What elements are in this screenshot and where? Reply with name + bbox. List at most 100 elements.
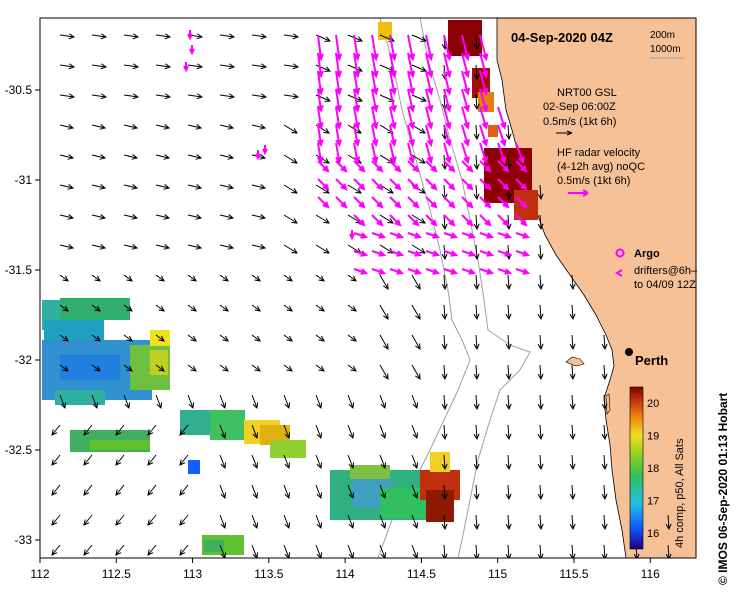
gsl-vector-arrow [537,184,544,201]
gsl-vector-arrow [505,484,512,501]
hf-vector-arrow [515,178,528,191]
gsl-vector-arrow [251,124,267,130]
gsl-vector-arrow [601,334,608,351]
hf-vector-arrow [461,34,471,62]
gsl-vector-arrow [505,544,512,558]
drifter-track-arrow [189,45,195,56]
gsl-vector-arrow [411,124,426,134]
hf-vector-arrow [479,34,489,62]
gsl-vector-arrow [91,304,101,312]
gsl-vector-arrow [251,334,261,342]
x-tick-label: 114.5 [407,567,436,581]
colorbar-ticks: 16 17 18 19 20 [647,398,659,540]
hf-vector-arrow [407,106,416,130]
gsl-vector-arrow [665,514,672,531]
gsl-vector-arrow [91,334,101,342]
gsl-vector-arrow [115,424,125,436]
gsl-vector-arrow [283,364,293,372]
gsl-vector-arrow [147,514,157,526]
gsl-vector-arrow [251,184,267,190]
gsl-vector-arrow [315,484,323,500]
gsl-vector-arrow [441,304,448,321]
hf-vector-arrow [407,250,423,257]
gsl-vector-arrow [219,394,227,410]
gsl-vector-arrow [251,484,259,500]
x-tick-label: 116 [641,567,660,581]
colorbar-caption: 4h comp, p50, All Sats [674,438,686,548]
hf-vector-arrow [461,250,477,257]
hf-vector-arrow [425,142,434,165]
gsl-vector-arrow [379,514,387,530]
gsl-vector-arrow [411,394,419,410]
gsl-vector-arrow [155,93,172,100]
gsl-vector-arrow [441,394,448,411]
hf-vector-arrow [515,160,528,173]
gsl-vector-arrow [315,184,330,194]
gsl-vector-arrow [123,33,140,40]
perth-marker-icon [625,348,633,356]
hf-vector-arrow [515,268,531,275]
y-tick-label: -31 [15,173,33,187]
gsl-vector-arrow [347,544,355,558]
gsl-vector-arrow [411,154,426,164]
gsl-vector-arrow [251,93,268,100]
gsl-vector-arrow [283,484,291,500]
gsl-vector-arrow [219,364,229,372]
gsl-vector-arrow [251,304,261,312]
gsl-vector-arrow [441,334,448,351]
x-tick-label: 114 [336,567,355,581]
gsl-vector-arrow [147,484,157,496]
hf-vector-arrow [371,268,387,275]
gsl-vector-arrow [411,94,428,102]
hf-vector-arrow [515,196,528,209]
hf-vector-arrow [461,124,470,147]
gsl-vector-arrow [441,544,448,558]
hf-vector-arrow [407,52,416,79]
hf-vector-arrow [407,268,423,275]
hf-vector-arrow [479,214,492,227]
gsl-vector-arrow [601,514,608,531]
gsl-vector-arrow [251,214,267,220]
hf-vector-arrow [461,232,477,239]
gsl-vector-arrow [155,334,165,342]
gsl-vector-arrow [569,454,576,471]
gsl-vector-arrow [315,424,323,440]
gsl-vector-arrow [91,33,108,40]
gsl-vector-arrow [219,544,227,558]
hf-vector-arrow [425,214,438,227]
gsl-vector-arrow [315,64,332,72]
hf-vector-arrow [353,52,361,79]
gsl-vector-arrow [473,394,480,411]
hf-vector-arrow [353,142,361,165]
drifter-legend-line1: drifters@6h– [634,265,698,277]
gsl-vector-arrow [251,454,259,470]
gsl-vector-arrow [473,514,480,531]
gsl-vector-arrow [411,304,421,320]
gsl-vector-arrow [347,424,355,440]
gsl-vector-arrow [537,424,544,441]
hf-vector-arrow [479,106,489,130]
gsl-vector-arrow [155,394,163,410]
hf-vector-arrow [389,34,397,62]
gsl-vector-arrow [315,274,325,282]
gsl-vector-arrow [347,274,357,282]
sst-colorbar [629,386,644,550]
hf-vector-arrow [497,142,507,165]
credit-text: © IMOS 06-Sep-2020 01:13 Hobart [716,393,730,585]
hf-vector-arrow [407,214,420,227]
drifter-track-arrow [262,145,268,156]
gsl-vector-arrow [473,544,480,558]
hf-vector-arrow [353,160,366,173]
hf-vector-arrow [461,88,470,113]
gsl-vector-arrow [473,364,480,381]
gsl-vector-arrow [379,454,387,470]
gsl-vector-arrow [91,274,101,282]
hf-vector-arrow [353,268,369,275]
gsl-vector-arrow [219,454,227,470]
gsl-vector-arrow [379,274,389,290]
x-tick-label: 113 [183,567,202,581]
hf-vector-arrow [371,232,387,239]
gsl-vector-arrow [569,544,576,558]
gsl-vector-arrow [441,514,448,531]
